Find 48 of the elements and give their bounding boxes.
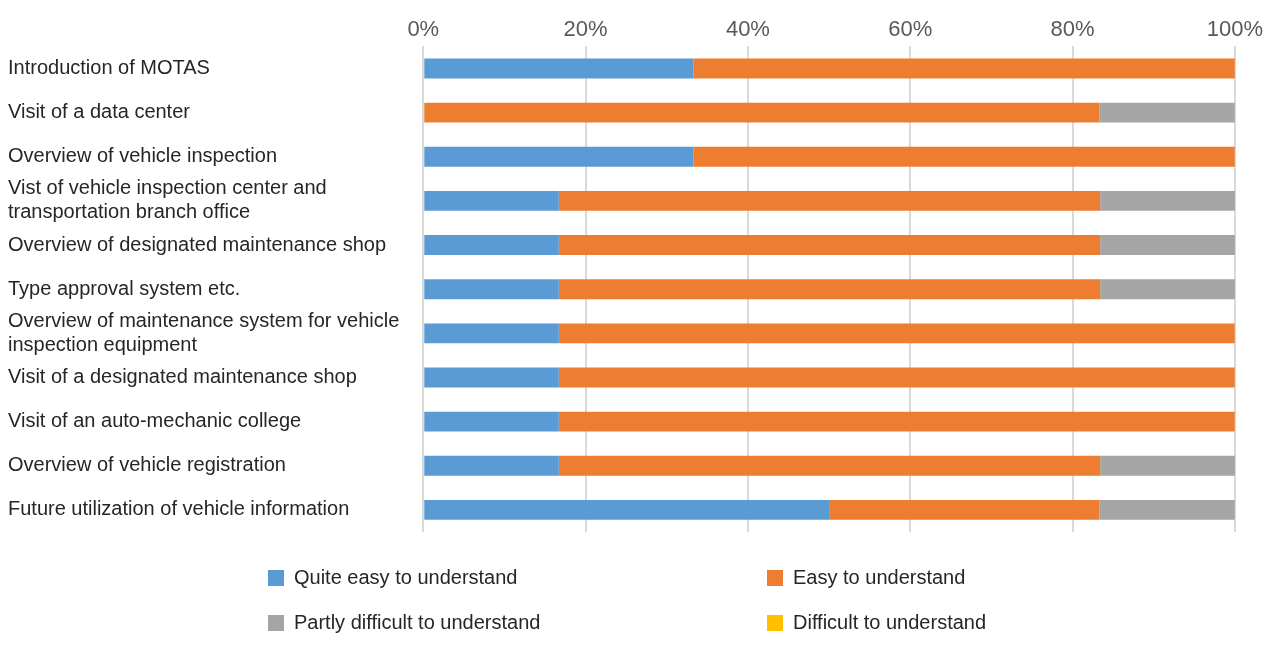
bar [424, 58, 694, 79]
bar [424, 102, 1100, 123]
y-tick-label: Visit of a data center [8, 100, 191, 123]
y-tick-label: Overview of vehicle inspection [8, 144, 278, 167]
bar [1099, 102, 1235, 123]
bar [424, 367, 559, 388]
bar [424, 190, 559, 211]
y-tick-label: Type approval system etc. [8, 276, 241, 299]
bar [424, 411, 559, 432]
y-tick-label: Visit of a designated maintenance shop [8, 365, 357, 388]
bar [558, 455, 1101, 476]
legend-label: Quite easy to understand [294, 566, 518, 589]
x-tick-label: 40% [725, 16, 770, 42]
bar [829, 500, 1100, 520]
x-tick-label: 100% [1206, 16, 1264, 42]
bar [1100, 279, 1235, 300]
bar [1099, 500, 1235, 520]
bar [558, 411, 1235, 432]
y-tick-label: Overview of maintenance system for vehicle inspection equipment [8, 308, 400, 355]
y-tick-label: Overview of vehicle registration [8, 453, 286, 476]
x-tick-label: 0% [407, 16, 440, 42]
x-tick-label: 80% [1050, 16, 1095, 42]
bar [424, 455, 559, 476]
bar [558, 190, 1101, 211]
y-tick-label: Overview of designated maintenance shop [8, 232, 387, 255]
y-tick-label: Vist of vehicle inspection center and transportation branch office [8, 176, 327, 223]
bar [693, 146, 1235, 167]
bar [1100, 235, 1235, 255]
bar [1100, 190, 1235, 211]
y-tick-label: Visit of an auto-mechanic college [8, 409, 302, 432]
legend-label: Difficult to understand [793, 611, 987, 634]
bar [558, 323, 1235, 344]
bar [424, 146, 694, 167]
bar [424, 235, 559, 255]
bar [1100, 455, 1235, 476]
x-tick-label: 60% [888, 16, 933, 42]
bar [558, 279, 1101, 300]
legend-label: Partly difficult to understand [294, 611, 541, 634]
bar [424, 500, 830, 520]
y-tick-label: Future utilization of vehicle information [8, 497, 350, 520]
bar [424, 279, 559, 300]
bar [558, 235, 1101, 255]
bar [558, 367, 1235, 388]
x-tick-label: 20% [563, 16, 608, 42]
legend-label: Easy to understand [793, 566, 966, 589]
bar [424, 323, 559, 344]
bar [693, 58, 1235, 79]
y-tick-label: Introduction of MOTAS [8, 55, 210, 78]
